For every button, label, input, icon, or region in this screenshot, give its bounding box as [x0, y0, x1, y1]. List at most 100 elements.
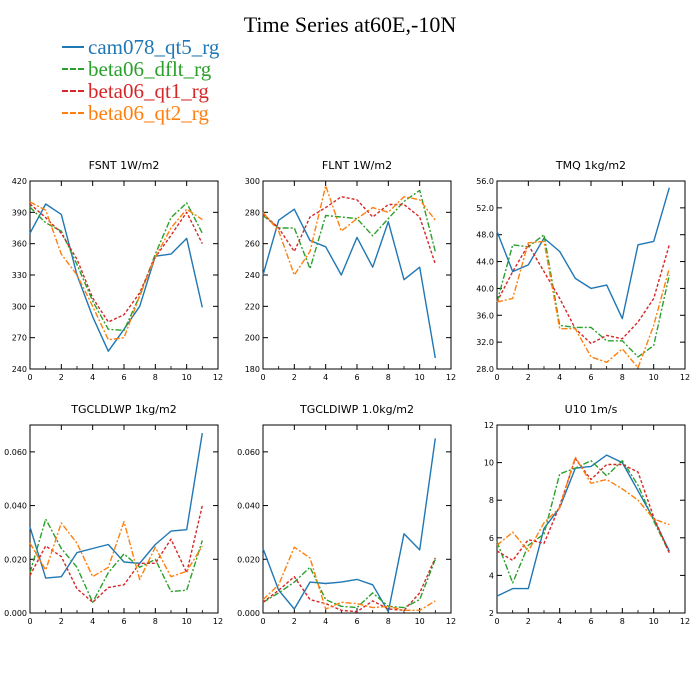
x-tick-label: 2 — [526, 373, 531, 382]
panel-fsnt: FSNT 1W/m2 0 2 4 6 8 10 12 240 270 300 330 360 390 420 — [12, 159, 223, 382]
y-tick-label: 0.020 — [237, 555, 260, 564]
legend-swatch-beta06-qt2 — [62, 112, 84, 114]
y-tick-label: 280 — [245, 208, 260, 217]
x-tick-label: 10 — [182, 617, 192, 626]
series-line-cam078-qt5-rg — [496, 187, 670, 320]
x-tick-label: 6 — [354, 373, 359, 382]
y-tick-label: 0.040 — [4, 502, 27, 511]
x-tick-label: 12 — [680, 617, 690, 626]
panel-tmq: TMQ 1kg/m2 0 2 4 6 8 10 12 28.0 32.0 36.0 40.0 44.0 4… — [476, 159, 690, 382]
x-tick-label: 0 — [494, 373, 499, 382]
x-tick-label: 4 — [90, 617, 95, 626]
panel-title: TGCLDLWP 1kg/m2 — [70, 403, 176, 416]
legend-item-cam078: cam078_qt5_rg — [62, 35, 219, 59]
y-tick-label: 48.0 — [476, 231, 494, 240]
x-tick-label: 6 — [121, 373, 126, 382]
legend-swatch-cam078 — [62, 46, 84, 48]
y-tick-label: 220 — [245, 302, 260, 311]
series-line-beta06-qt1-rg — [262, 557, 436, 613]
series-line-beta06-qt1-rg — [496, 244, 670, 345]
plot-frame — [262, 180, 452, 370]
panel-title: TGCLDIWP 1.0kg/m2 — [299, 403, 414, 416]
x-tick-label: 0 — [27, 617, 32, 626]
series-line-beta06-qt1-rg — [262, 195, 436, 265]
x-tick-label: 4 — [90, 373, 95, 382]
x-tick-label: 2 — [526, 617, 531, 626]
series-line-beta06-dflt-rg — [496, 460, 670, 584]
x-tick-label: 12 — [213, 373, 223, 382]
plot-frame — [496, 424, 686, 614]
series-line-beta06-dflt-rg — [262, 559, 436, 609]
chart-title: Time Series at60E,-10N — [243, 12, 457, 37]
series-line-cam078-qt5-rg — [262, 208, 436, 359]
x-tick-label: 6 — [588, 373, 593, 382]
x-tick-label: 10 — [415, 373, 425, 382]
y-tick-label: 0.000 — [4, 609, 27, 618]
x-tick-label: 0 — [494, 617, 499, 626]
panel-tgcldiwp: TGCLDIWP 1.0kg/m2 0 2 4 6 8 10 12 0.000 0.020 0.04… — [237, 403, 456, 626]
y-tick-label: 420 — [12, 177, 27, 186]
y-tick-label: 28.0 — [476, 365, 494, 374]
legend: cam078_qt5_rg beta06_dflt_rg beta06_qt1_… — [62, 35, 219, 125]
y-tick-label: 32.0 — [476, 338, 494, 347]
legend-label-beta06-qt1: beta06_qt1_rg — [88, 78, 209, 103]
panel-title: TMQ 1kg/m2 — [555, 159, 626, 172]
x-tick-label: 6 — [354, 617, 359, 626]
y-tick-label: 0.020 — [4, 555, 27, 564]
series-line-beta06-qt2-rg — [496, 456, 670, 552]
x-tick-label: 0 — [260, 617, 265, 626]
y-tick-label: 330 — [12, 271, 27, 280]
x-tick-label: 4 — [557, 617, 562, 626]
x-tick-label: 10 — [649, 617, 659, 626]
panel-tgcldlwp: TGCLDLWP 1kg/m2 0 2 4 6 8 10 12 0.000 0.020 0.040 0… — [4, 403, 223, 626]
y-tick-label: 240 — [12, 365, 27, 374]
legend-swatch-beta06-qt1 — [62, 90, 84, 92]
x-tick-label: 6 — [588, 617, 593, 626]
x-tick-label: 12 — [446, 617, 456, 626]
x-tick-label: 6 — [121, 617, 126, 626]
x-tick-label: 2 — [59, 373, 64, 382]
x-tick-label: 2 — [292, 373, 297, 382]
x-tick-label: 12 — [680, 373, 690, 382]
panel-title: U10 1m/s — [565, 403, 618, 416]
legend-label-beta06-qt2: beta06_qt2_rg — [88, 100, 209, 125]
y-tick-label: 180 — [245, 365, 260, 374]
y-tick-label: 360 — [12, 240, 27, 249]
y-tick-label: 0.060 — [237, 448, 260, 457]
x-tick-label: 8 — [620, 617, 625, 626]
series-line-beta06-qt2-rg — [496, 240, 670, 369]
y-tick-label: 270 — [12, 334, 27, 343]
legend-item-beta06-qt2: beta06_qt2_rg — [62, 100, 219, 125]
x-tick-label: 8 — [620, 373, 625, 382]
series-line-beta06-qt2-rg — [262, 546, 436, 611]
x-tick-label: 0 — [260, 373, 265, 382]
x-tick-label: 10 — [415, 617, 425, 626]
x-tick-label: 4 — [323, 617, 328, 626]
y-tick-label: 36.0 — [476, 311, 494, 320]
x-tick-label: 0 — [27, 373, 32, 382]
x-tick-label: 8 — [386, 373, 391, 382]
series-line-cam078-qt5-rg — [29, 203, 203, 352]
y-tick-label: 4 — [489, 571, 494, 580]
y-tick-label: 260 — [245, 240, 260, 249]
series-line-beta06-dflt-rg — [496, 233, 670, 358]
legend-swatch-beta06-dflt — [62, 68, 84, 70]
y-tick-label: 56.0 — [476, 177, 494, 186]
legend-label-beta06-dflt: beta06_dflt_rg — [88, 56, 212, 81]
x-tick-label: 10 — [649, 373, 659, 382]
y-tick-label: 2 — [489, 609, 494, 618]
y-tick-label: 240 — [245, 271, 260, 280]
panel-title: FSNT 1W/m2 — [89, 159, 160, 172]
x-tick-label: 4 — [323, 373, 328, 382]
x-tick-label: 2 — [292, 617, 297, 626]
series-line-beta06-qt2-rg — [29, 201, 203, 341]
series-line-beta06-qt1-rg — [29, 203, 203, 323]
x-tick-label: 2 — [59, 617, 64, 626]
y-tick-label: 200 — [245, 334, 260, 343]
y-tick-label: 44.0 — [476, 258, 494, 267]
x-tick-label: 8 — [153, 373, 158, 382]
y-tick-label: 10 — [484, 459, 494, 468]
y-tick-label: 0.000 — [237, 609, 260, 618]
